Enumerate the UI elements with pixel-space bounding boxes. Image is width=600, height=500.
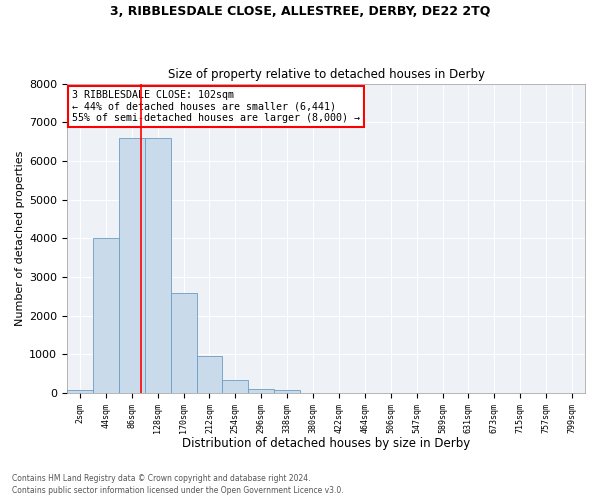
Bar xyxy=(274,390,300,393)
Bar xyxy=(93,238,119,393)
Y-axis label: Number of detached properties: Number of detached properties xyxy=(15,150,25,326)
Bar xyxy=(67,390,93,393)
Bar xyxy=(248,389,274,393)
Bar xyxy=(119,138,145,393)
X-axis label: Distribution of detached houses by size in Derby: Distribution of detached houses by size … xyxy=(182,437,470,450)
Bar xyxy=(223,380,248,393)
Text: 3, RIBBLESDALE CLOSE, ALLESTREE, DERBY, DE22 2TQ: 3, RIBBLESDALE CLOSE, ALLESTREE, DERBY, … xyxy=(110,5,490,18)
Bar xyxy=(170,292,197,393)
Text: Contains HM Land Registry data © Crown copyright and database right 2024.
Contai: Contains HM Land Registry data © Crown c… xyxy=(12,474,344,495)
Title: Size of property relative to detached houses in Derby: Size of property relative to detached ho… xyxy=(167,68,485,81)
Text: 3 RIBBLESDALE CLOSE: 102sqm
← 44% of detached houses are smaller (6,441)
55% of : 3 RIBBLESDALE CLOSE: 102sqm ← 44% of det… xyxy=(72,90,360,123)
Bar xyxy=(197,356,223,393)
Bar xyxy=(145,138,170,393)
